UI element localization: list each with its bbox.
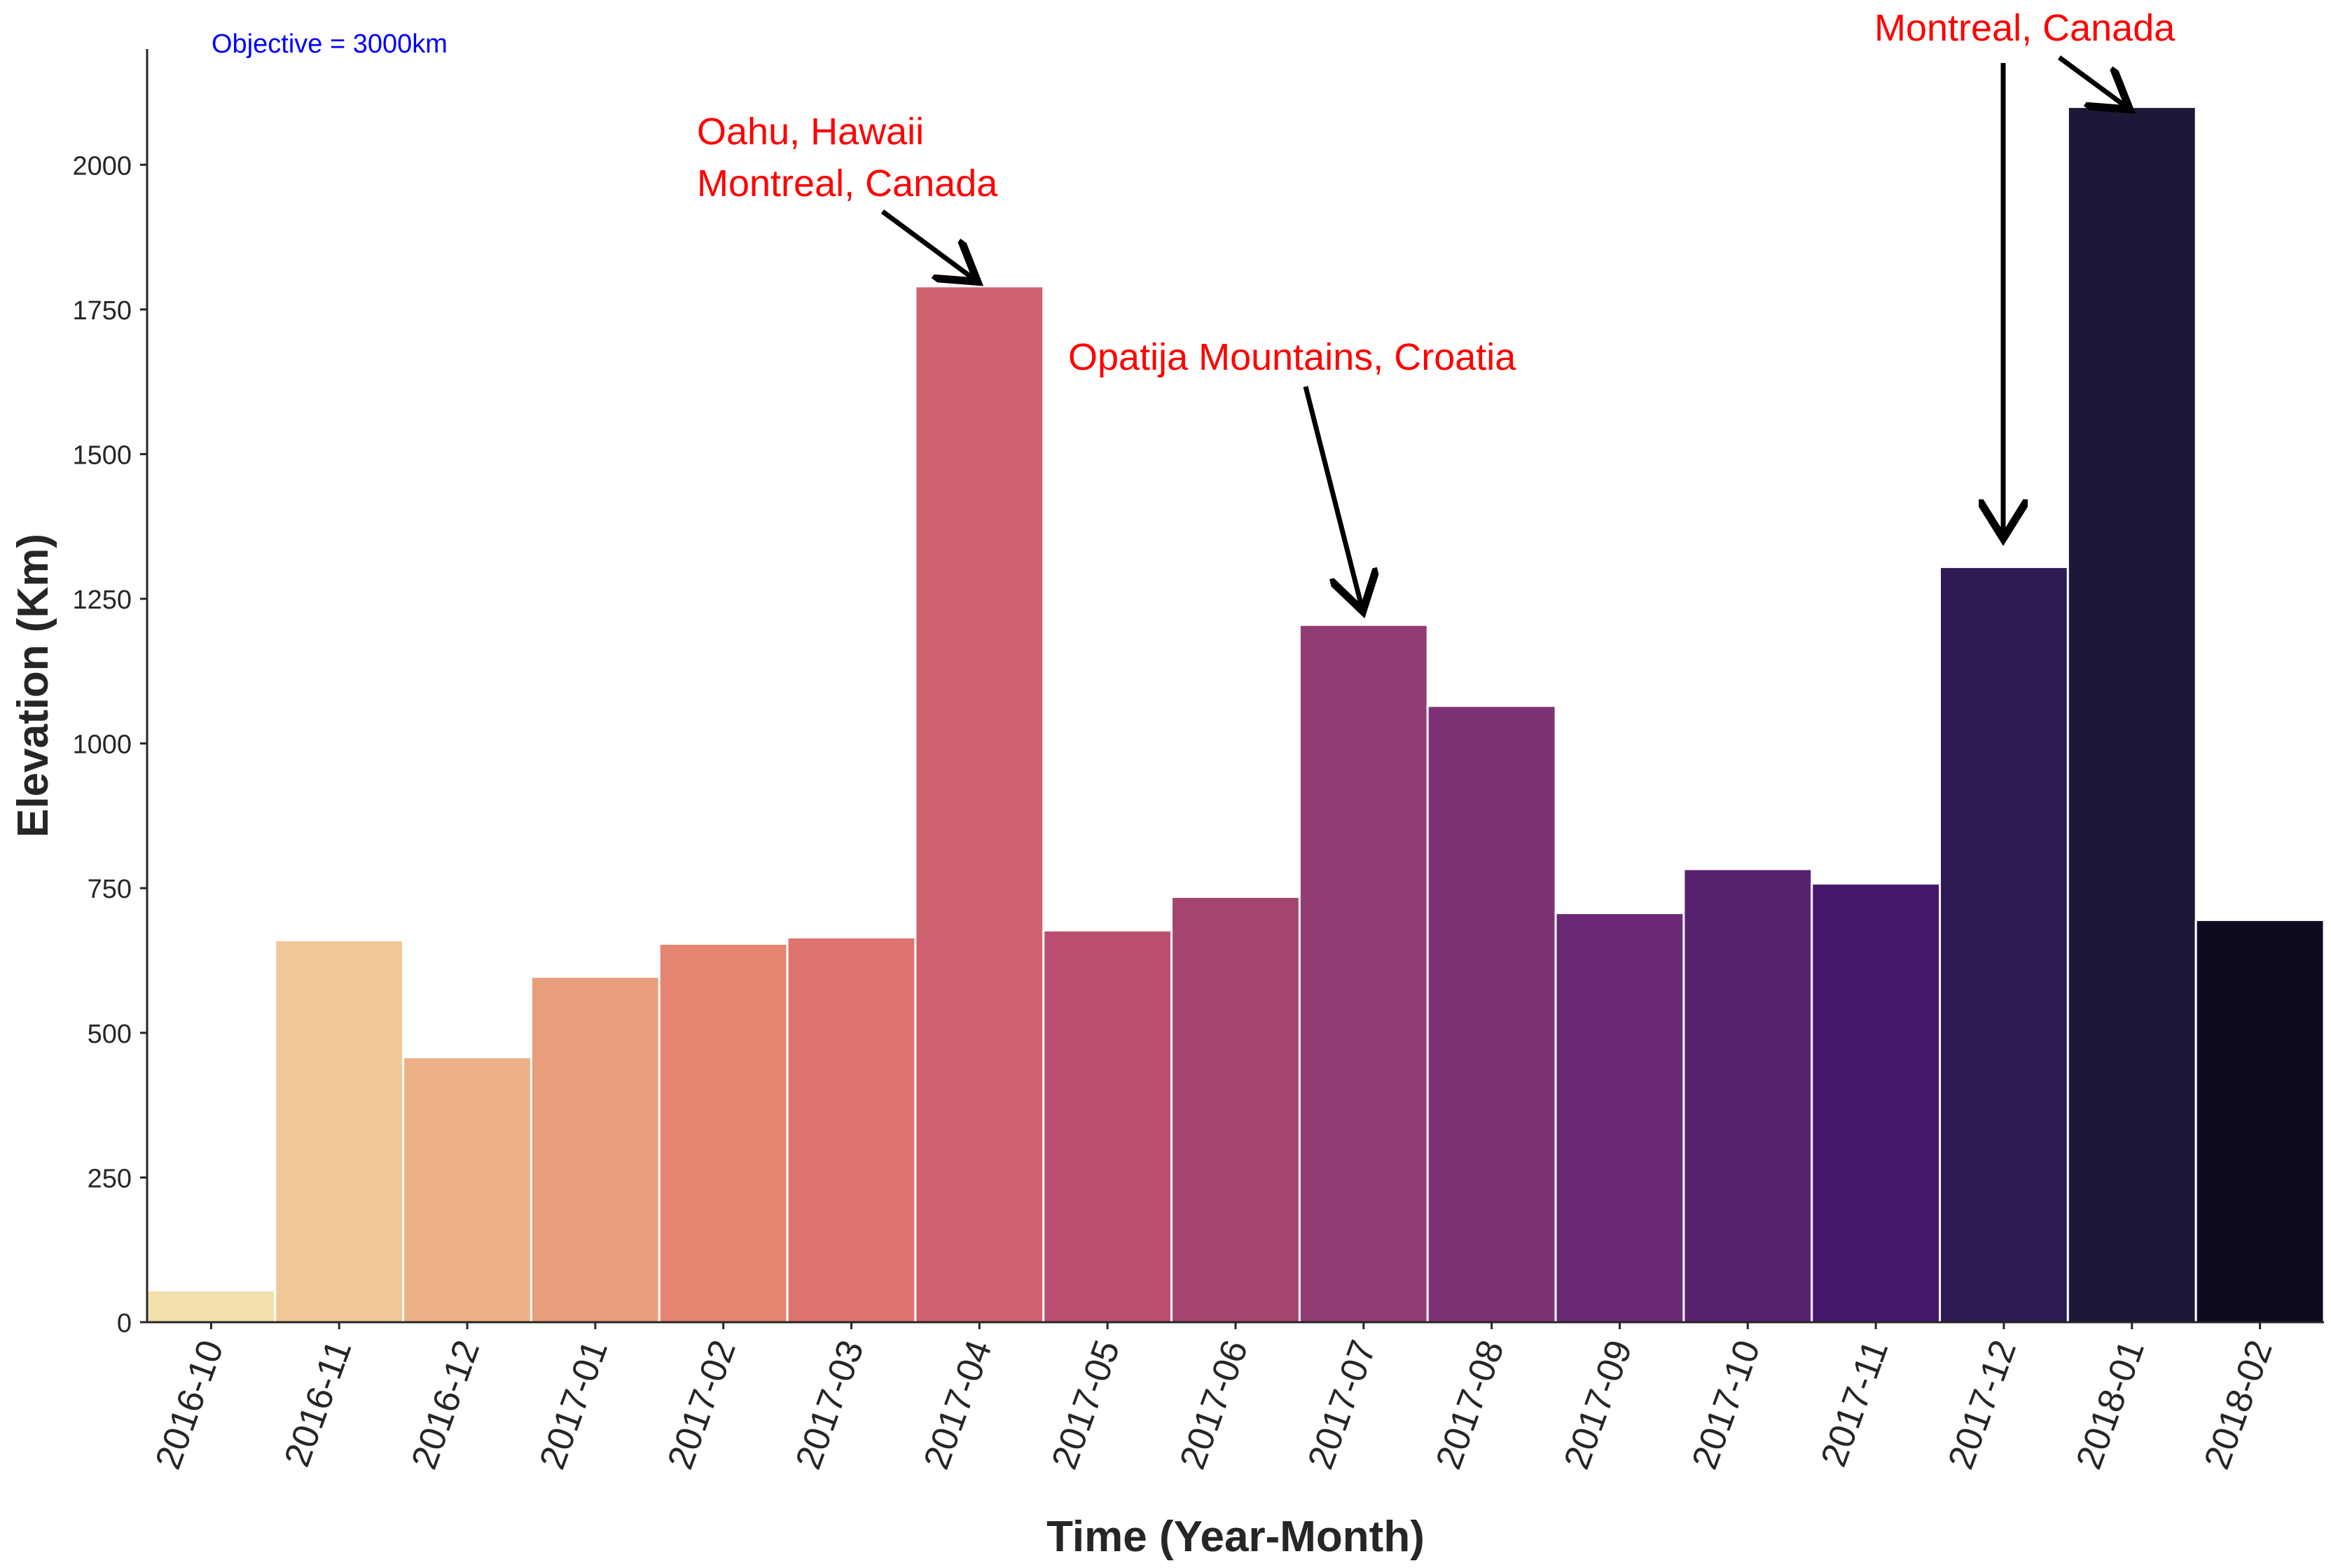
x-tick-label-2016-10: 2016-10 (148, 1335, 232, 1474)
y-tick-label-1000: 1000 (72, 730, 132, 760)
annotation-text-montreal-canada: Montreal, Canada (1874, 7, 2176, 49)
x-axis-title: Time (Year-Month) (1046, 1513, 1425, 1561)
bar-2017-12 (1939, 566, 2069, 1324)
annotation-arrow-2017-07 (1303, 386, 1362, 606)
bar-2017-01 (530, 976, 660, 1324)
y-tick-label-1500: 1500 (72, 440, 132, 470)
y-axis-title: Elevation (Km) (9, 534, 57, 838)
bar-2017-06 (1170, 896, 1301, 1324)
bar-2016-10 (146, 1289, 277, 1324)
annotations-group: Oahu, Hawaii Montreal, Canada Opatija Moun… (697, 7, 2176, 606)
bar-2017-10 (1682, 868, 1813, 1324)
bar-2017-11 (1811, 882, 1942, 1324)
y-tick-label-500: 500 (88, 1020, 132, 1049)
x-tick-label-2018-02: 2018-02 (2197, 1335, 2281, 1474)
x-axis-ticks: 2016-10 2016-11 2016-12 2017-01 2017-02 2017-… (148, 1322, 2281, 1474)
x-tick-label-2017-07: 2017-07 (1300, 1335, 1384, 1474)
x-tick-label-2017-10: 2017-10 (1685, 1335, 1769, 1474)
bar-2017-09 (1554, 912, 1685, 1324)
y-tick-label-2000: 2000 (72, 151, 132, 181)
annotation-text-opatija-mountains-croatia: Opatija Mountains, Croatia (1068, 336, 1516, 378)
y-tick-label-1250: 1250 (72, 585, 132, 615)
x-tick-label-2017-05: 2017-05 (1044, 1335, 1128, 1474)
bar-2018-02 (2194, 919, 2325, 1324)
x-tick-label-2017-04: 2017-04 (916, 1335, 1000, 1474)
y-tick-label-750: 750 (88, 875, 132, 904)
annotation-arrow-2018-01 (2057, 55, 2126, 106)
x-tick-label-2017-09: 2017-09 (1556, 1335, 1640, 1474)
bar-2016-12 (402, 1056, 532, 1324)
y-axis-ticks: 0 250 500 750 1000 1250 1500 1750 2000 (72, 151, 147, 1338)
bar-2018-01 (2066, 106, 2197, 1324)
objective-note: Objective = 3000km (212, 29, 448, 59)
bar-2017-08 (1426, 705, 1557, 1324)
bar-2016-11 (274, 939, 405, 1324)
bars-group (146, 106, 2325, 1324)
y-tick-label-0: 0 (117, 1309, 132, 1338)
annotation-text-montreal-canada: Montreal, Canada (697, 162, 998, 204)
x-tick-label-2016-12: 2016-12 (404, 1335, 488, 1474)
x-tick-label-2017-01: 2017-01 (532, 1335, 616, 1474)
bar-2017-02 (658, 943, 789, 1324)
x-tick-label-2017-08: 2017-08 (1428, 1335, 1512, 1474)
y-tick-label-250: 250 (88, 1164, 132, 1193)
bar-2017-04 (914, 285, 1045, 1324)
bar-2017-07 (1298, 623, 1429, 1324)
x-tick-label-2017-02: 2017-02 (660, 1335, 744, 1474)
annotation-text-oahu-hawaii: Oahu, Hawaii (697, 111, 924, 153)
x-tick-label-2017-03: 2017-03 (788, 1335, 872, 1474)
x-tick-label-2017-11: 2017-11 (1813, 1335, 1896, 1472)
annotation-arrow-2017-04 (880, 209, 974, 279)
x-tick-label-2018-01: 2018-01 (2068, 1335, 2152, 1474)
x-tick-label-2016-11: 2016-11 (277, 1335, 359, 1472)
x-tick-label-2017-12: 2017-12 (1940, 1335, 2024, 1474)
y-tick-label-1750: 1750 (72, 296, 132, 326)
bar-2017-05 (1042, 929, 1173, 1324)
bar-2017-03 (786, 936, 917, 1324)
x-tick-label-2017-06: 2017-06 (1173, 1335, 1257, 1474)
